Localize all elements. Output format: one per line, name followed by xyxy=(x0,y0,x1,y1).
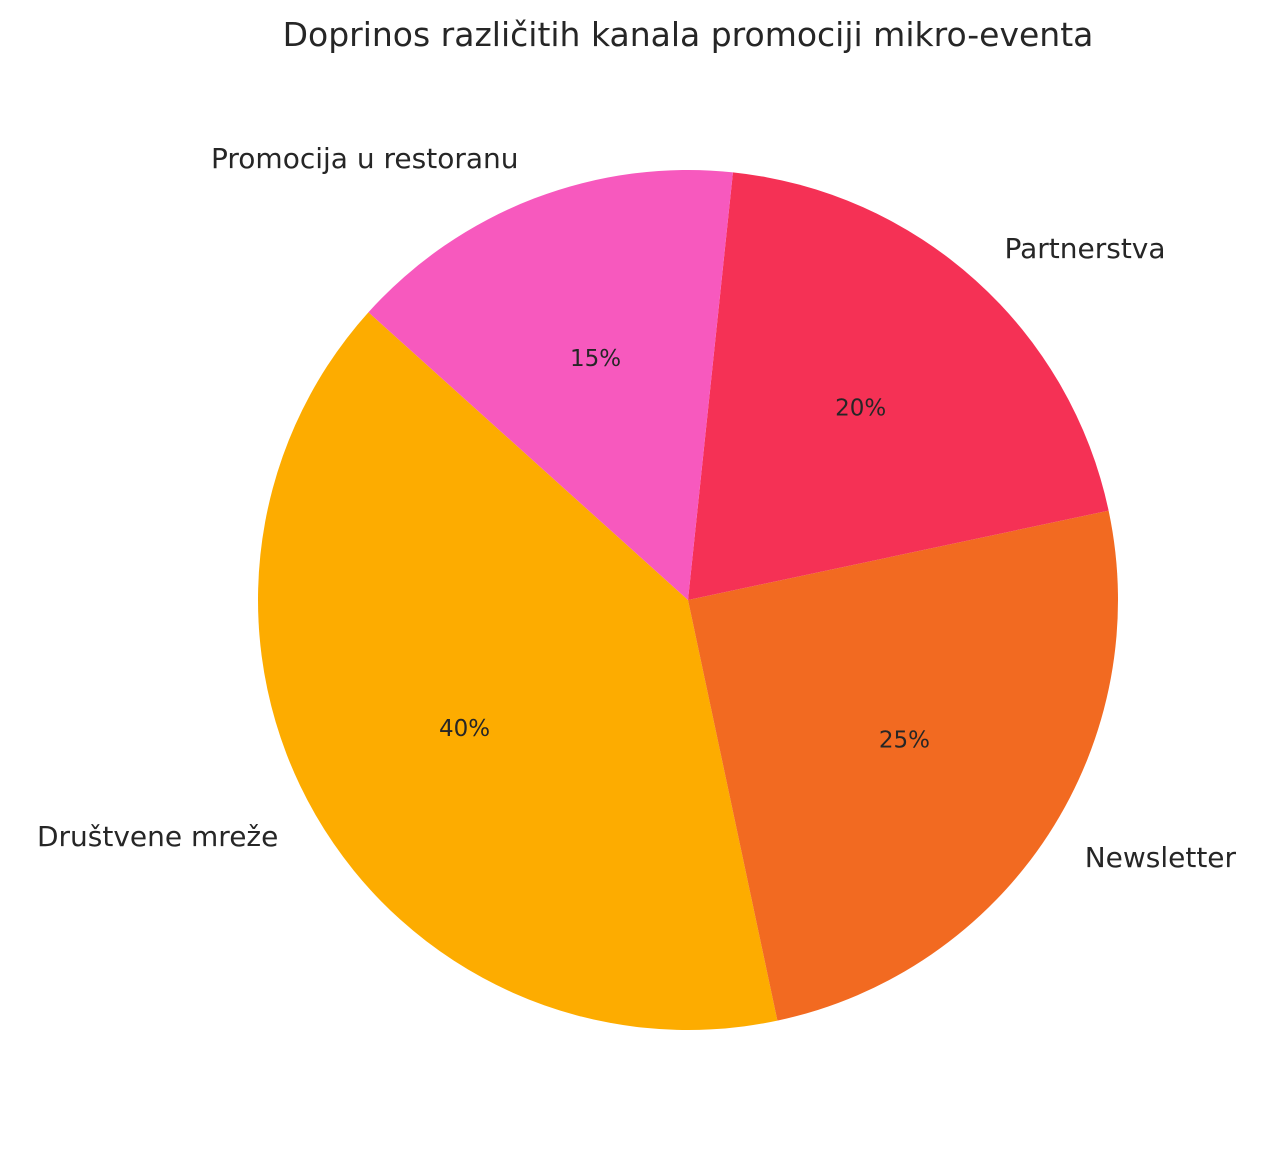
pie-labels: 40% Društvene mreže 25% Newsletter 20% Partne… xyxy=(37,142,1237,874)
chart-title: Doprinos različitih kanala promociji mik… xyxy=(283,15,1094,54)
pie-slice-partnerstva xyxy=(688,172,1109,600)
slice-category-label: Promocija u restoranu xyxy=(211,142,518,175)
pie-slice-drustvene-mreze xyxy=(258,312,778,1031)
slice-percent-label: 40% xyxy=(439,716,490,742)
slice-percent-label: 15% xyxy=(570,346,621,372)
pie-slice-promocija-u-restoranu xyxy=(368,169,733,600)
pie-slice-newsletter xyxy=(688,510,1118,1021)
pie-slices xyxy=(258,169,1118,1031)
slice-percent-label: 25% xyxy=(879,728,930,754)
slice-category-label: Partnerstva xyxy=(1004,232,1165,265)
slice-category-label: Newsletter xyxy=(1085,841,1237,874)
slice-category-label: Društvene mreže xyxy=(37,820,278,853)
slice-percent-label: 20% xyxy=(835,395,886,421)
